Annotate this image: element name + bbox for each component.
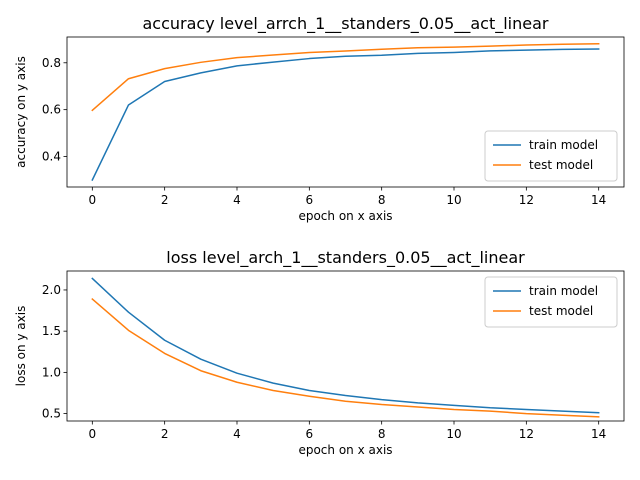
legend-label-train: train model: [529, 284, 598, 298]
y-tick-label: 2.0: [42, 283, 61, 297]
x-tick-label: 12: [519, 193, 534, 207]
x-tick-label: 4: [233, 427, 241, 441]
x-tick-label: 4: [233, 193, 241, 207]
legend-label-test: test model: [529, 304, 593, 318]
series-line-test: [91, 43, 600, 112]
x-tick-label: 10: [446, 193, 461, 207]
chart-title: accuracy level_arrch_1__standers_0.05__a…: [143, 14, 549, 34]
x-tick-label: 14: [591, 427, 606, 441]
y-tick-label: 0.4: [42, 150, 61, 164]
x-tick-label: 14: [591, 193, 606, 207]
y-tick-label: 0.6: [42, 103, 61, 117]
x-tick-label: 12: [519, 427, 534, 441]
plot-area-border: [66, 36, 625, 188]
x-axis-label: epoch on x axis: [298, 209, 392, 223]
series-line-train: [91, 277, 600, 414]
chart-title: loss level_arch_1__standers_0.05__act_li…: [166, 248, 525, 268]
x-tick-label: 0: [88, 193, 96, 207]
x-tick-label: 2: [161, 193, 169, 207]
y-tick-label: 0.5: [42, 407, 61, 421]
legend-label-train: train model: [529, 138, 598, 152]
legend-label-test: test model: [529, 158, 593, 172]
x-tick-label: 8: [378, 427, 386, 441]
x-axis-label: epoch on x axis: [298, 443, 392, 457]
x-tick-label: 0: [88, 427, 96, 441]
y-tick-label: 1.0: [42, 365, 61, 379]
series-line-test: [91, 297, 600, 418]
plot-area-border: [66, 270, 625, 422]
y-axis-label: accuracy on y axis: [14, 56, 28, 168]
series-line-train: [91, 48, 600, 181]
y-tick-label: 0.8: [42, 56, 61, 70]
x-tick-label: 6: [306, 193, 314, 207]
x-tick-label: 8: [378, 193, 386, 207]
x-tick-label: 2: [161, 427, 169, 441]
x-tick-label: 10: [446, 427, 461, 441]
legend-box: [484, 130, 618, 182]
y-tick-label: 1.5: [42, 324, 61, 338]
y-axis-label: loss on y axis: [14, 306, 28, 387]
x-tick-label: 6: [306, 427, 314, 441]
legend-box: [484, 276, 618, 328]
